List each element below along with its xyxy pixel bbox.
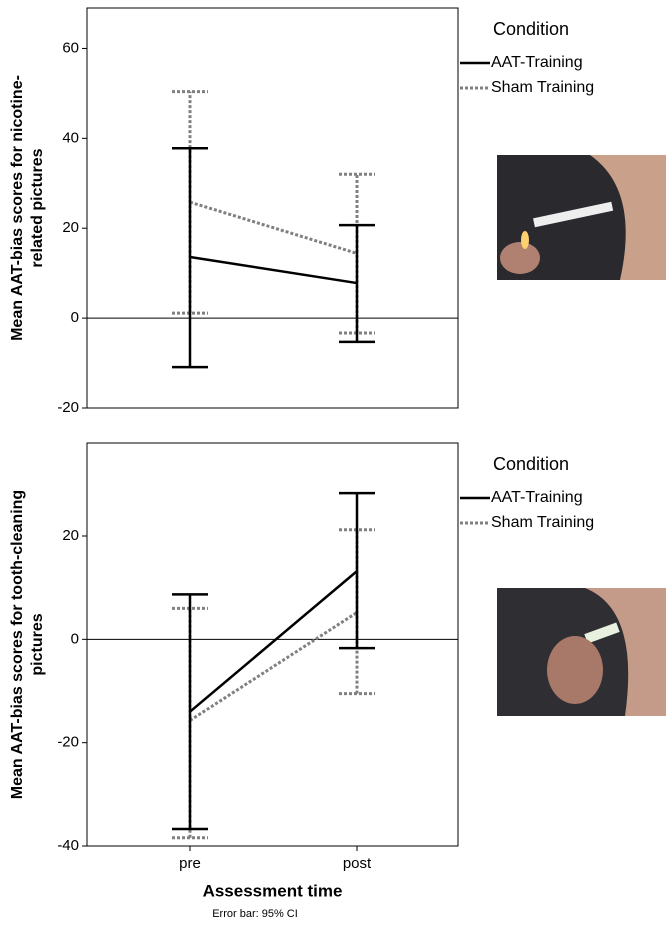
photo-toothbrush <box>497 588 666 716</box>
series-line <box>190 257 357 283</box>
y-tick-label: 20 <box>62 219 79 236</box>
plot-area <box>87 8 458 408</box>
legend-label: AAT-Training <box>491 489 583 506</box>
y-tick-label: 0 <box>71 630 79 647</box>
y-tick-label: 60 <box>62 39 79 56</box>
y-tick-label: -40 <box>57 837 79 854</box>
y-axis-label: related pictures <box>29 148 46 267</box>
legend-label: Sham Training <box>491 514 594 531</box>
y-axis-label: Mean AAT-bias scores for tooth-cleaning <box>9 490 26 799</box>
y-tick-label: 0 <box>71 309 79 326</box>
legend-label: Sham Training <box>491 79 594 96</box>
figure: -20 0 20 40 60 Mean AAT-bias scores for nicot… <box>0 0 666 926</box>
y-axis-label: Mean AAT-bias scores for nicotine- <box>9 75 26 341</box>
y-tick-label: 40 <box>62 129 79 146</box>
series-line <box>190 612 357 720</box>
y-tick-label: -20 <box>57 399 79 416</box>
y-axis-label: pictures <box>29 613 46 675</box>
series-line <box>190 202 357 253</box>
error-bar <box>339 493 375 648</box>
note: Error bar: 95% CI <box>212 908 298 920</box>
y-tick-label: -20 <box>57 734 79 751</box>
x-tick-label: pre <box>179 855 201 872</box>
plot-area <box>87 443 458 846</box>
photo-smoking <box>497 155 666 280</box>
y-tick-label: 20 <box>62 527 79 544</box>
series-line <box>190 571 357 712</box>
error-bar <box>339 225 375 342</box>
x-axis-label: Assessment time <box>203 881 343 900</box>
x-tick-label: post <box>343 855 372 872</box>
legend-label: AAT-Training <box>491 54 583 71</box>
legend-title: Condition <box>493 19 569 39</box>
legend-title: Condition <box>493 454 569 474</box>
